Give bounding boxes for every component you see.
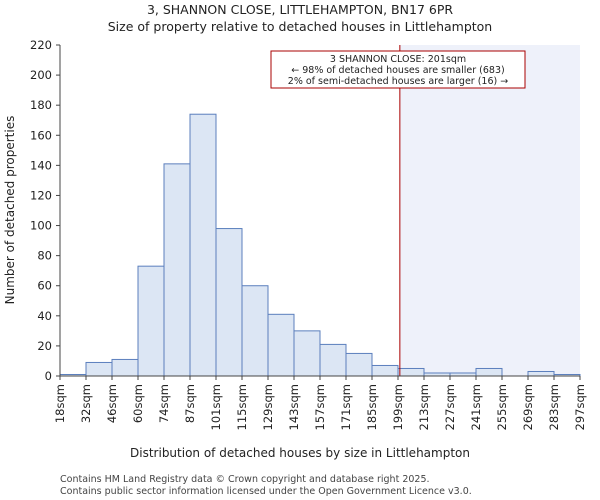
x-tick-label: 115sqm [235, 384, 249, 430]
x-tick-label: 185sqm [365, 384, 379, 430]
bar-269sqm[interactable] [527, 370, 555, 377]
x-tick-label: 255sqm [495, 384, 509, 430]
annotation-line-3: 2% of semi-detached houses are larger (1… [288, 76, 508, 87]
highlight-region [399, 45, 580, 376]
plot-area: 0 20 40 60 80 100 120 140 160 180 200 220 18sqm 32sqm… [30, 38, 587, 430]
footer-line-2: Contains public sector information licen… [60, 486, 472, 497]
y-tick-label: 20 [37, 339, 52, 353]
x-tick-label: 199sqm [391, 384, 405, 430]
y-tick-label: 80 [37, 249, 52, 263]
x-tick-label: 129sqm [261, 384, 275, 430]
x-tick-label: 213sqm [417, 384, 431, 430]
bar-115sqm[interactable] [241, 285, 269, 377]
bar-129sqm[interactable] [267, 313, 295, 377]
annotation-box [270, 50, 526, 89]
y-tick-label: 60 [37, 279, 52, 293]
x-tick-label: 46sqm [105, 384, 119, 423]
y-tick-label: 40 [37, 309, 52, 323]
x-tick-label: 171sqm [339, 384, 353, 430]
x-tick-label: 60sqm [131, 384, 145, 423]
chart-subtitle: Size of property relative to detached ho… [108, 19, 492, 34]
x-tick-label: 143sqm [287, 384, 301, 430]
bar-199sqm[interactable] [397, 367, 425, 377]
bar-60sqm[interactable] [137, 265, 165, 377]
bar-185sqm[interactable] [371, 364, 399, 377]
x-tick-label: 297sqm [573, 384, 587, 430]
y-tick-label: 160 [30, 128, 52, 142]
bar-143sqm[interactable] [293, 330, 321, 377]
y-axis-label: Number of detached properties [3, 116, 17, 305]
x-axis-label: Distribution of detached houses by size … [130, 446, 470, 460]
x-tick-label: 18sqm [53, 384, 67, 423]
annotation-line-1: 3 SHANNON CLOSE: 201sqm [330, 54, 466, 65]
bar-87sqm[interactable] [189, 113, 217, 377]
x-tick-label: 32sqm [79, 384, 93, 423]
x-tick-label: 283sqm [547, 384, 561, 430]
y-tick-label: 200 [30, 68, 52, 82]
x-tick-label: 87sqm [183, 384, 197, 423]
x-tick-label: 269sqm [521, 384, 535, 430]
bar-241sqm[interactable] [475, 367, 503, 377]
annotation-line-2: ← 98% of detached houses are smaller (68… [291, 65, 504, 76]
x-tick-label: 157sqm [313, 384, 327, 430]
y-tick-label: 180 [30, 98, 52, 112]
chart-title: 3, SHANNON CLOSE, LITTLEHAMPTON, BN17 6P… [147, 2, 453, 17]
x-tick-label: 241sqm [469, 384, 483, 430]
bar-101sqm[interactable] [215, 228, 243, 377]
bar-157sqm[interactable] [319, 343, 347, 377]
x-tick-label: 74sqm [157, 384, 171, 423]
bar-46sqm[interactable] [111, 358, 139, 377]
bar-74sqm[interactable] [163, 163, 191, 377]
bar-32sqm[interactable] [85, 361, 113, 377]
y-tick-label: 220 [30, 38, 52, 52]
y-tick-label: 0 [45, 369, 52, 383]
y-tick-label: 100 [30, 219, 52, 233]
footer-line-1: Contains HM Land Registry data © Crown c… [60, 474, 430, 485]
x-tick-label: 227sqm [443, 384, 457, 430]
y-tick-label: 140 [30, 158, 52, 172]
y-tick-label: 120 [30, 188, 52, 202]
bar-171sqm[interactable] [345, 352, 373, 377]
x-tick-label: 101sqm [209, 384, 223, 430]
